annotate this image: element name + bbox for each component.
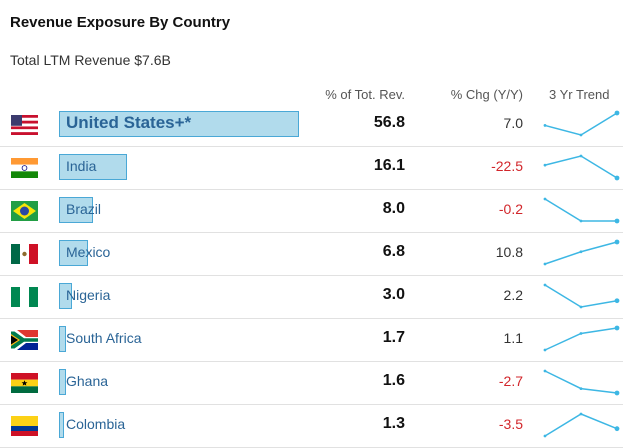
pct-change-value: 10.8 <box>495 244 523 260</box>
trend-point <box>579 133 583 137</box>
trend-point <box>579 154 583 158</box>
trend-point <box>543 124 547 127</box>
column-header-pct-chg[interactable]: % Chg (Y/Y) <box>450 87 523 102</box>
table-row[interactable]: India 16.1 -22.5 <box>0 146 623 190</box>
trend-sparkline <box>543 412 620 438</box>
trend-point <box>543 197 547 201</box>
country-name-link[interactable]: Ghana <box>66 373 109 389</box>
country-name-link[interactable]: Nigeria <box>66 287 111 303</box>
trend-sparkline <box>543 283 620 309</box>
mexico-flag-icon <box>11 244 38 264</box>
country-name-link[interactable]: Colombia <box>66 416 126 432</box>
trend-sparkline <box>543 197 620 224</box>
trend-line <box>544 284 618 308</box>
pct-change-value: -3.5 <box>498 416 523 432</box>
trend-point <box>579 332 583 335</box>
ghana-flag-icon <box>11 373 38 393</box>
trend-point <box>543 262 547 266</box>
table-row[interactable]: Mexico 6.8 10.8 <box>0 232 623 276</box>
column-header-pct-rev[interactable]: % of Tot. Rev. <box>325 87 405 102</box>
country-name-link[interactable]: India <box>66 158 97 174</box>
pct-revenue-value: 8.0 <box>382 200 405 217</box>
country-name-link[interactable]: South Africa <box>66 330 142 346</box>
trend-sparkline <box>543 369 620 396</box>
trend-line <box>544 327 618 351</box>
trend-line <box>544 413 618 437</box>
south-africa-flag-icon <box>11 330 38 350</box>
trend-point <box>614 110 620 116</box>
nigeria-flag-icon <box>11 287 38 307</box>
revenue-share-bar <box>59 240 88 266</box>
column-header-trend: 3 Yr Trend <box>549 87 610 102</box>
pct-revenue-value: 3.0 <box>382 286 405 303</box>
trend-point <box>614 175 620 181</box>
trend-point <box>579 387 583 390</box>
table-row[interactable]: Colombia 1.3 -3.5 <box>0 404 623 448</box>
trend-point <box>614 390 620 396</box>
pct-revenue-value: 1.7 <box>382 329 405 346</box>
pct-change-value: -2.7 <box>498 373 523 389</box>
pct-change-value: -0.2 <box>498 201 523 217</box>
trend-point <box>579 219 583 223</box>
trend-point <box>543 434 547 438</box>
revenue-share-bar <box>59 326 67 352</box>
india-flag-icon <box>11 158 38 178</box>
us-flag-icon <box>11 115 38 135</box>
pct-revenue-value: 6.8 <box>382 243 405 260</box>
trend-point <box>614 298 620 304</box>
pct-revenue-value: 1.6 <box>382 372 405 389</box>
table-row[interactable]: United States+* 56.8 7.0 <box>0 103 623 147</box>
pct-revenue-value: 1.3 <box>382 415 405 432</box>
trend-sparkline <box>543 239 620 266</box>
page-title: Revenue Exposure By Country <box>10 14 231 31</box>
pct-change-value: 7.0 <box>503 115 523 131</box>
revenue-share-bar <box>59 154 128 180</box>
trend-point <box>579 412 583 416</box>
pct-change-value: 1.1 <box>503 330 523 346</box>
revenue-share-bar <box>59 369 66 395</box>
trend-point <box>543 348 547 352</box>
table-row[interactable]: Brazil 8.0 -0.2 <box>0 189 623 233</box>
table-row[interactable]: Ghana 1.6 -2.7 <box>0 361 623 405</box>
total-revenue-subtitle: Total LTM Revenue $7.6B <box>10 52 171 68</box>
revenue-share-bar <box>59 412 65 438</box>
trend-point <box>579 305 583 309</box>
trend-line <box>544 112 618 136</box>
trend-sparkline <box>543 154 620 181</box>
pct-revenue-value: 56.8 <box>373 114 405 131</box>
trend-point <box>543 283 547 287</box>
revenue-share-bar <box>59 197 93 223</box>
trend-point <box>543 163 547 167</box>
country-name-link[interactable]: Brazil <box>66 201 102 217</box>
revenue-share-bar <box>59 111 299 137</box>
trend-sparkline <box>543 325 620 352</box>
table-row[interactable]: South Africa 1.7 1.1 <box>0 318 623 362</box>
trend-sparkline <box>543 110 620 137</box>
pct-change-value: 2.2 <box>503 287 523 303</box>
colombia-flag-icon <box>11 416 38 436</box>
trend-line <box>544 198 617 222</box>
pct-change-value: -22.5 <box>491 158 523 174</box>
country-name-link[interactable]: Mexico <box>66 244 111 260</box>
country-name-link[interactable]: United States+* <box>66 113 192 132</box>
trend-point <box>614 218 620 224</box>
trend-point <box>614 426 620 432</box>
pct-revenue-value: 16.1 <box>373 157 405 174</box>
trend-point <box>543 369 547 373</box>
table-row[interactable]: Nigeria 3.0 2.2 <box>0 275 623 319</box>
trend-point <box>614 239 620 245</box>
trend-point <box>579 250 583 254</box>
brazil-flag-icon <box>11 201 38 221</box>
trend-point <box>614 325 620 331</box>
trend-line <box>544 155 618 179</box>
revenue-share-bar <box>59 283 72 309</box>
